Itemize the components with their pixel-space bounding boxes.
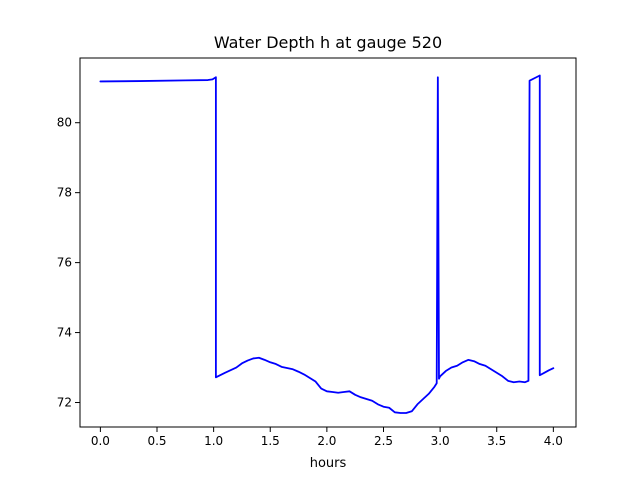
x-tick-label: 3.0 [431, 434, 450, 448]
y-axis-ticks: 72 74 76 78 80 [57, 116, 80, 410]
y-tick-label: 80 [57, 116, 72, 130]
y-tick-label: 76 [57, 256, 72, 270]
x-axis-ticks: 0.0 0.5 1.0 1.5 2.0 2.5 3.0 3.5 4.0 [91, 427, 563, 448]
x-tick-label: 4.0 [544, 434, 563, 448]
x-tick-label: 2.0 [317, 434, 336, 448]
y-tick-label: 74 [57, 326, 72, 340]
y-tick-label: 78 [57, 186, 72, 200]
x-tick-label: 2.5 [374, 434, 393, 448]
x-tick-label: 1.0 [204, 434, 223, 448]
x-axis-label: hours [310, 456, 347, 471]
x-tick-label: 0.0 [91, 434, 110, 448]
chart-title: Water Depth h at gauge 520 [214, 33, 442, 52]
y-tick-label: 72 [57, 396, 72, 410]
series-layer [99, 74, 555, 414]
x-tick-label: 3.5 [487, 434, 506, 448]
x-tick-label: 1.5 [261, 434, 280, 448]
plot-area [79, 57, 577, 428]
x-tick-label: 0.5 [147, 434, 166, 448]
water-depth-line [99, 74, 555, 414]
